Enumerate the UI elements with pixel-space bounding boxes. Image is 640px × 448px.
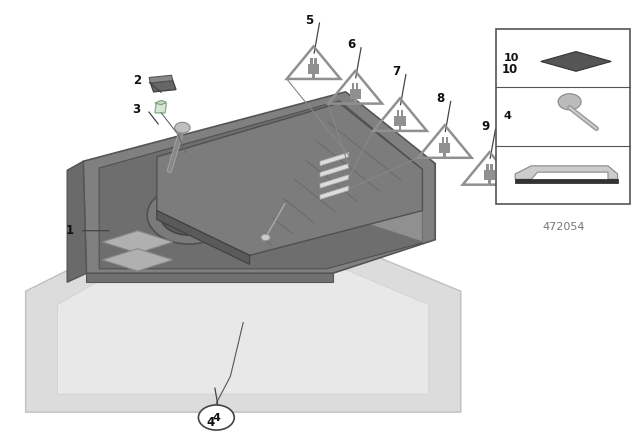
Polygon shape xyxy=(541,52,611,71)
Text: 3: 3 xyxy=(132,103,141,116)
Polygon shape xyxy=(86,273,333,282)
Bar xyxy=(349,89,361,99)
Circle shape xyxy=(261,234,270,241)
Bar xyxy=(399,126,401,130)
Bar xyxy=(356,83,358,89)
Bar xyxy=(515,179,618,183)
Circle shape xyxy=(198,405,234,430)
Text: 7: 7 xyxy=(392,65,400,78)
Polygon shape xyxy=(102,231,173,253)
Polygon shape xyxy=(155,103,166,113)
Bar xyxy=(401,110,403,116)
Bar xyxy=(397,110,399,116)
Polygon shape xyxy=(320,152,349,166)
Polygon shape xyxy=(157,211,250,264)
Polygon shape xyxy=(58,264,429,394)
Circle shape xyxy=(160,195,218,235)
Bar xyxy=(496,29,630,204)
Bar xyxy=(314,58,317,64)
Polygon shape xyxy=(149,75,173,83)
Text: 4: 4 xyxy=(212,413,220,422)
Polygon shape xyxy=(83,92,435,273)
Polygon shape xyxy=(515,166,618,179)
Polygon shape xyxy=(314,152,422,242)
Bar xyxy=(352,83,355,89)
Text: 8: 8 xyxy=(436,92,445,105)
Polygon shape xyxy=(67,161,86,282)
Text: 4: 4 xyxy=(206,415,214,429)
Polygon shape xyxy=(320,175,349,188)
Text: 2: 2 xyxy=(132,74,141,87)
Polygon shape xyxy=(157,103,422,255)
Text: 10: 10 xyxy=(502,63,518,76)
Bar xyxy=(490,164,493,170)
Polygon shape xyxy=(150,81,176,92)
Bar xyxy=(445,137,448,143)
Text: 6: 6 xyxy=(347,38,355,52)
Polygon shape xyxy=(320,164,349,177)
Bar xyxy=(442,137,444,143)
Text: 1: 1 xyxy=(65,224,74,237)
Bar xyxy=(444,153,446,157)
Bar xyxy=(312,74,315,78)
Circle shape xyxy=(226,210,254,229)
Bar xyxy=(439,143,451,153)
Text: 10: 10 xyxy=(504,53,519,63)
Polygon shape xyxy=(99,101,422,269)
Bar xyxy=(354,99,356,103)
Text: 4: 4 xyxy=(504,112,511,121)
Bar xyxy=(394,116,406,126)
Polygon shape xyxy=(320,186,349,199)
Text: 9: 9 xyxy=(481,120,490,133)
Circle shape xyxy=(175,122,190,133)
Bar xyxy=(310,58,313,64)
Bar xyxy=(308,64,319,74)
Text: 472054: 472054 xyxy=(542,222,584,232)
Polygon shape xyxy=(26,246,461,412)
Polygon shape xyxy=(155,100,166,105)
Circle shape xyxy=(261,219,289,238)
Circle shape xyxy=(558,94,581,110)
Circle shape xyxy=(147,186,230,244)
Bar xyxy=(486,164,489,170)
Bar xyxy=(484,170,495,180)
Polygon shape xyxy=(102,249,173,271)
Text: 5: 5 xyxy=(305,13,314,27)
Bar xyxy=(488,180,491,184)
